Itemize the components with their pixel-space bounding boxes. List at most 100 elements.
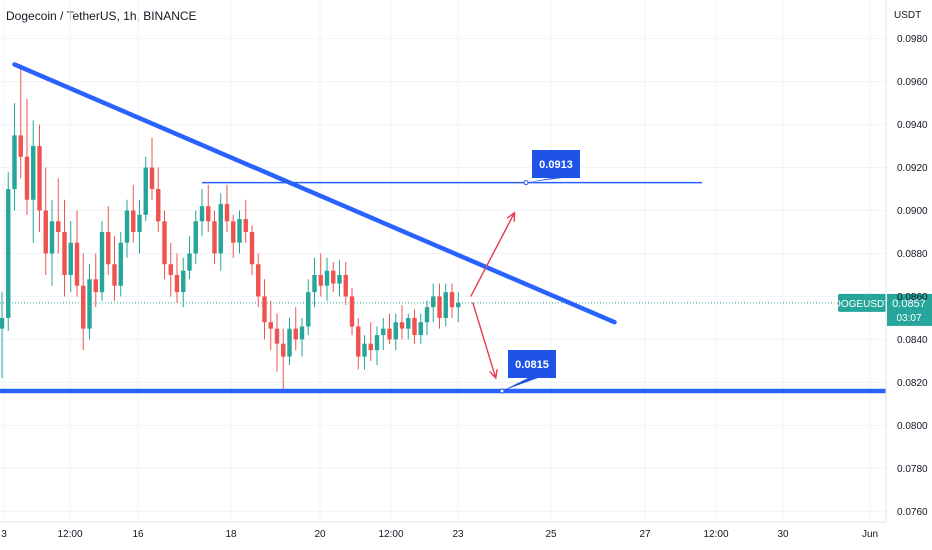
price-tick-label: 0.0860 [897,292,928,303]
time-tick-label: Jun [862,529,878,540]
price-axis: 0.07600.07800.08000.08200.08400.08600.08… [885,0,928,522]
candle-body [31,146,36,200]
candle-body [12,135,17,190]
candle-body [24,156,30,200]
candle-body [156,189,161,222]
candle-body [256,264,261,297]
price-tick-label: 0.0960 [897,77,928,88]
time-tick-label: 18 [225,529,237,540]
candle-body [406,317,411,329]
candle-body [343,274,348,297]
candle-body [181,270,186,293]
support-price-label-text: 0.0815 [515,359,549,371]
candle-body [212,221,217,254]
price-tick-label: 0.0800 [897,421,928,432]
candle-body [187,253,192,271]
candle-body [262,296,267,323]
price-axis-unit: USDT [894,10,922,21]
price-tick-label: 0.0840 [897,335,928,346]
candle-body [106,232,111,265]
candle-body [0,317,5,329]
price-tick-label: 0.0820 [897,378,928,389]
candle-body [349,296,355,327]
time-axis: 3 12:00 16 18 20 12:00 23 25 27 12:00 30 Jun [0,521,886,540]
time-tick-label: 27 [639,529,651,540]
candle-body [99,232,105,293]
candle-body [387,328,392,340]
candle-body [318,274,323,286]
price-tick-label: 0.0780 [897,464,928,475]
candle-body [224,204,230,222]
candle-body [18,135,23,157]
candle-body [331,270,336,284]
resistance-price-label-bg [526,150,580,183]
grid-lines [0,0,886,522]
candle-body [268,322,273,329]
candle-body [124,210,130,243]
candle-body [6,189,11,318]
support-price-label-anchor [499,388,505,394]
candle-body [324,270,330,286]
candle-body [56,221,61,232]
candle-body [143,167,148,215]
countdown-text: 03:07 [896,313,921,324]
candle-body [362,343,367,357]
candle-body [249,232,255,265]
candle-body [381,328,386,336]
price-tick-label: 0.0760 [897,507,928,518]
candle-body [418,322,423,336]
candle-body [149,167,155,190]
candle-body [437,296,442,318]
support-price-label-bg [502,350,556,391]
candle-body [237,219,242,243]
candle-body [81,285,86,329]
candle-body [118,242,123,286]
time-tick-label: 23 [452,529,464,540]
bullish-arrow-head [506,211,516,222]
candle-body [74,242,80,286]
candle-body [87,279,92,329]
candle-body [306,292,311,327]
candle-body [199,206,205,222]
candle-body [399,322,405,329]
annotations: 0.0913 0.0815 DOGEUSDT 0.0857 03:07 [470,150,932,394]
candle-body [174,274,180,293]
candle-body [137,214,142,232]
trend-drawings [0,62,886,394]
bullish-arrow [470,212,516,297]
candle-body [218,204,223,254]
candle-body [162,221,167,265]
candle-body [281,343,286,357]
candle-body [424,307,430,323]
time-tick-label: 12:00 [703,529,728,540]
candle-body [243,219,248,232]
last-price-badge [887,293,932,326]
bearish-arrow [472,302,497,379]
candle-body [412,317,417,336]
symbol-badge-text: DOGEUSDT [834,299,891,310]
candle-body [299,326,305,340]
candle-body [356,326,361,357]
price-tick-label: 0.0980 [897,34,928,45]
candle-body [431,296,436,308]
descending-trendline [12,62,617,325]
candle-body [449,292,455,308]
candle-body [131,210,136,232]
last-price-text: 0.0857 [892,298,926,310]
candle-body [112,264,117,286]
candle-body [374,335,380,351]
candle-body [49,221,55,254]
time-tick-label: 20 [314,529,326,540]
symbol-title[interactable]: Dogecoin / TetherUS, 1h, BINANCE [6,9,197,23]
candles [0,64,461,389]
candle-body [93,279,98,293]
price-tick-label: 0.0880 [897,249,928,260]
resistance-price-label-text: 0.0913 [539,159,573,171]
candle-body [62,232,67,275]
time-tick-label: 25 [545,529,557,540]
candle-body [168,264,173,275]
candle-body [206,206,211,222]
candle-body [456,302,461,308]
